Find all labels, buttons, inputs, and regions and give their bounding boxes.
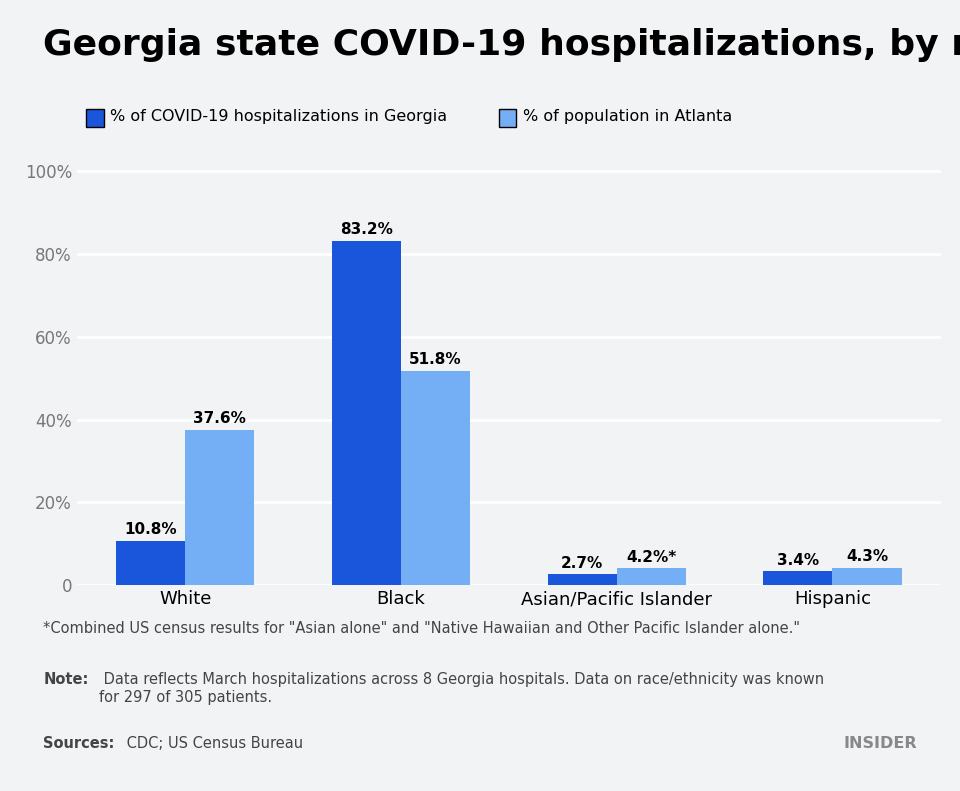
Text: CDC; US Census Bureau: CDC; US Census Bureau [122, 736, 303, 751]
Text: 37.6%: 37.6% [193, 411, 246, 426]
Text: 51.8%: 51.8% [409, 353, 462, 367]
Text: % of COVID-19 hospitalizations in Georgia: % of COVID-19 hospitalizations in Georgi… [110, 109, 447, 123]
Bar [547, 574, 616, 585]
Text: 2.7%: 2.7% [561, 556, 603, 571]
Bar [832, 567, 901, 585]
Bar [616, 568, 685, 585]
Bar [185, 430, 254, 585]
Text: 4.3%: 4.3% [846, 549, 888, 564]
Text: Georgia state COVID-19 hospitalizations, by race: Georgia state COVID-19 hospitalizations,… [43, 28, 960, 62]
Bar [401, 371, 470, 585]
Text: Note:: Note: [43, 672, 88, 687]
Text: *Combined US census results for "Asian alone" and "Native Hawaiian and Other Pac: *Combined US census results for "Asian a… [43, 621, 801, 636]
Bar [116, 540, 185, 585]
Bar [763, 571, 832, 585]
Text: INSIDER: INSIDER [843, 736, 917, 751]
Bar [332, 240, 401, 585]
Text: Data reflects March hospitalizations across 8 Georgia hospitals. Data on race/et: Data reflects March hospitalizations acr… [99, 672, 824, 705]
Text: 83.2%: 83.2% [340, 222, 393, 237]
Text: Sources:: Sources: [43, 736, 114, 751]
Text: 10.8%: 10.8% [124, 522, 177, 537]
Text: 4.2%*: 4.2%* [626, 550, 677, 565]
Text: % of population in Atlanta: % of population in Atlanta [523, 109, 732, 123]
Text: 3.4%: 3.4% [777, 553, 819, 568]
